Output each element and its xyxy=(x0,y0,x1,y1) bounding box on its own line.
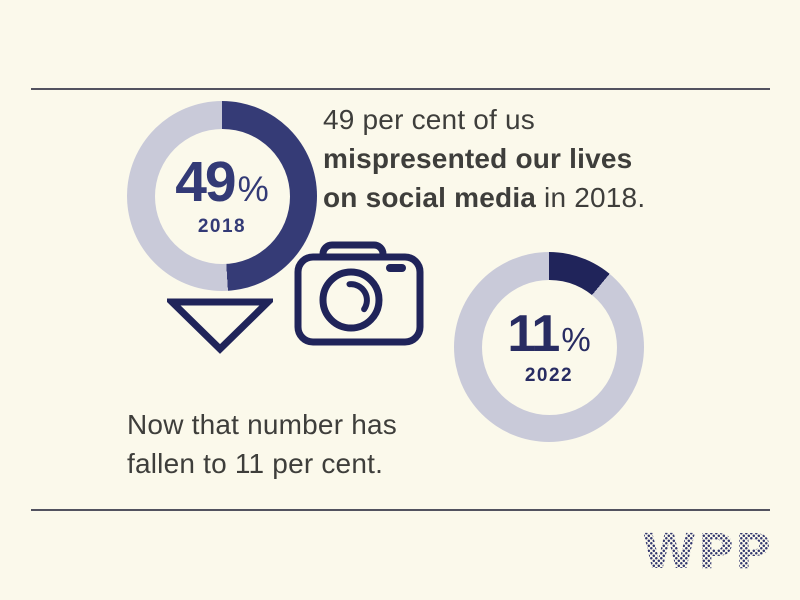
donut-value-2018: 49% xyxy=(175,154,269,211)
donut-number-2018: 49 xyxy=(175,150,236,214)
donut-number-2022: 11 xyxy=(507,304,560,363)
donut-year-2018: 2018 xyxy=(197,216,247,237)
donut-percent-sign-2018: % xyxy=(237,170,269,209)
donut-chart-2022: 11% 2022 xyxy=(454,252,644,442)
wpp-logo: WPP xyxy=(642,524,772,576)
triangle-down-icon xyxy=(167,298,273,354)
bottom-divider-rule xyxy=(31,509,770,511)
donut-hole-2018: 49% 2018 xyxy=(154,128,290,264)
donut-chart-2018: 49% 2018 xyxy=(127,101,317,291)
donut-percent-sign-2022: % xyxy=(561,320,591,358)
statement-2018: 49 per cent of us mispresented our lives o… xyxy=(323,104,646,213)
camera-icon xyxy=(294,241,424,346)
donut-value-2022: 11% xyxy=(507,308,590,360)
donut-year-2022: 2022 xyxy=(524,364,574,386)
wpp-logo-text: WPP xyxy=(642,524,772,576)
top-divider-rule xyxy=(31,88,770,90)
statement-2022: Now that number has fallen to 11 per cent… xyxy=(127,409,397,479)
donut-hole-2022: 11% 2022 xyxy=(481,279,617,415)
